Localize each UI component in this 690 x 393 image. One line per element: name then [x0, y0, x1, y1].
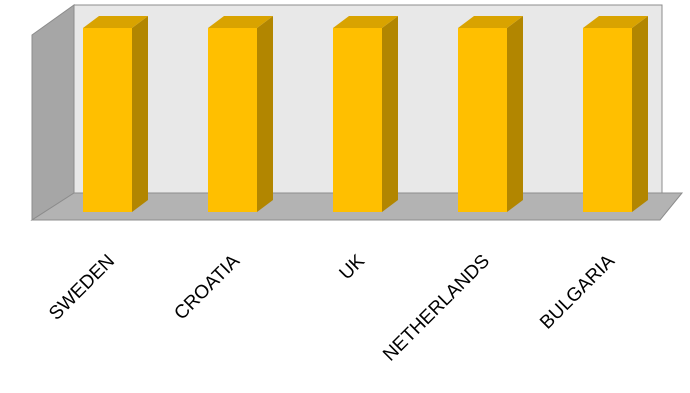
category-label: UK — [336, 250, 370, 284]
bar-side — [382, 16, 398, 212]
bar-front — [333, 28, 382, 212]
bar-uk — [333, 16, 398, 212]
bar-side — [132, 16, 148, 212]
chart-bars — [83, 16, 648, 212]
bar-top — [583, 16, 648, 28]
bar-netherlands — [458, 16, 523, 212]
side-wall — [31, 4, 75, 221]
bar-side — [632, 16, 648, 212]
category-label: BULGARIA — [536, 250, 619, 333]
bar-sweden — [83, 16, 148, 212]
bar-side — [257, 16, 273, 212]
category-labels: SWEDEN CROATIA UK NETHERLANDS BULGARIA — [45, 250, 619, 365]
category-label: SWEDEN — [45, 251, 119, 325]
bar-side — [507, 16, 523, 212]
bar-front — [583, 28, 632, 212]
bar-front — [458, 28, 507, 212]
bar-front — [208, 28, 257, 212]
bar-top — [458, 16, 523, 28]
bar-top — [208, 16, 273, 28]
bar-top — [83, 16, 148, 28]
bar-front — [83, 28, 132, 212]
bar-bulgaria — [583, 16, 648, 212]
category-label: NETHERLANDS — [379, 251, 494, 366]
bar-top — [333, 16, 398, 28]
bar-croatia — [208, 16, 273, 212]
category-label: CROATIA — [170, 250, 244, 324]
